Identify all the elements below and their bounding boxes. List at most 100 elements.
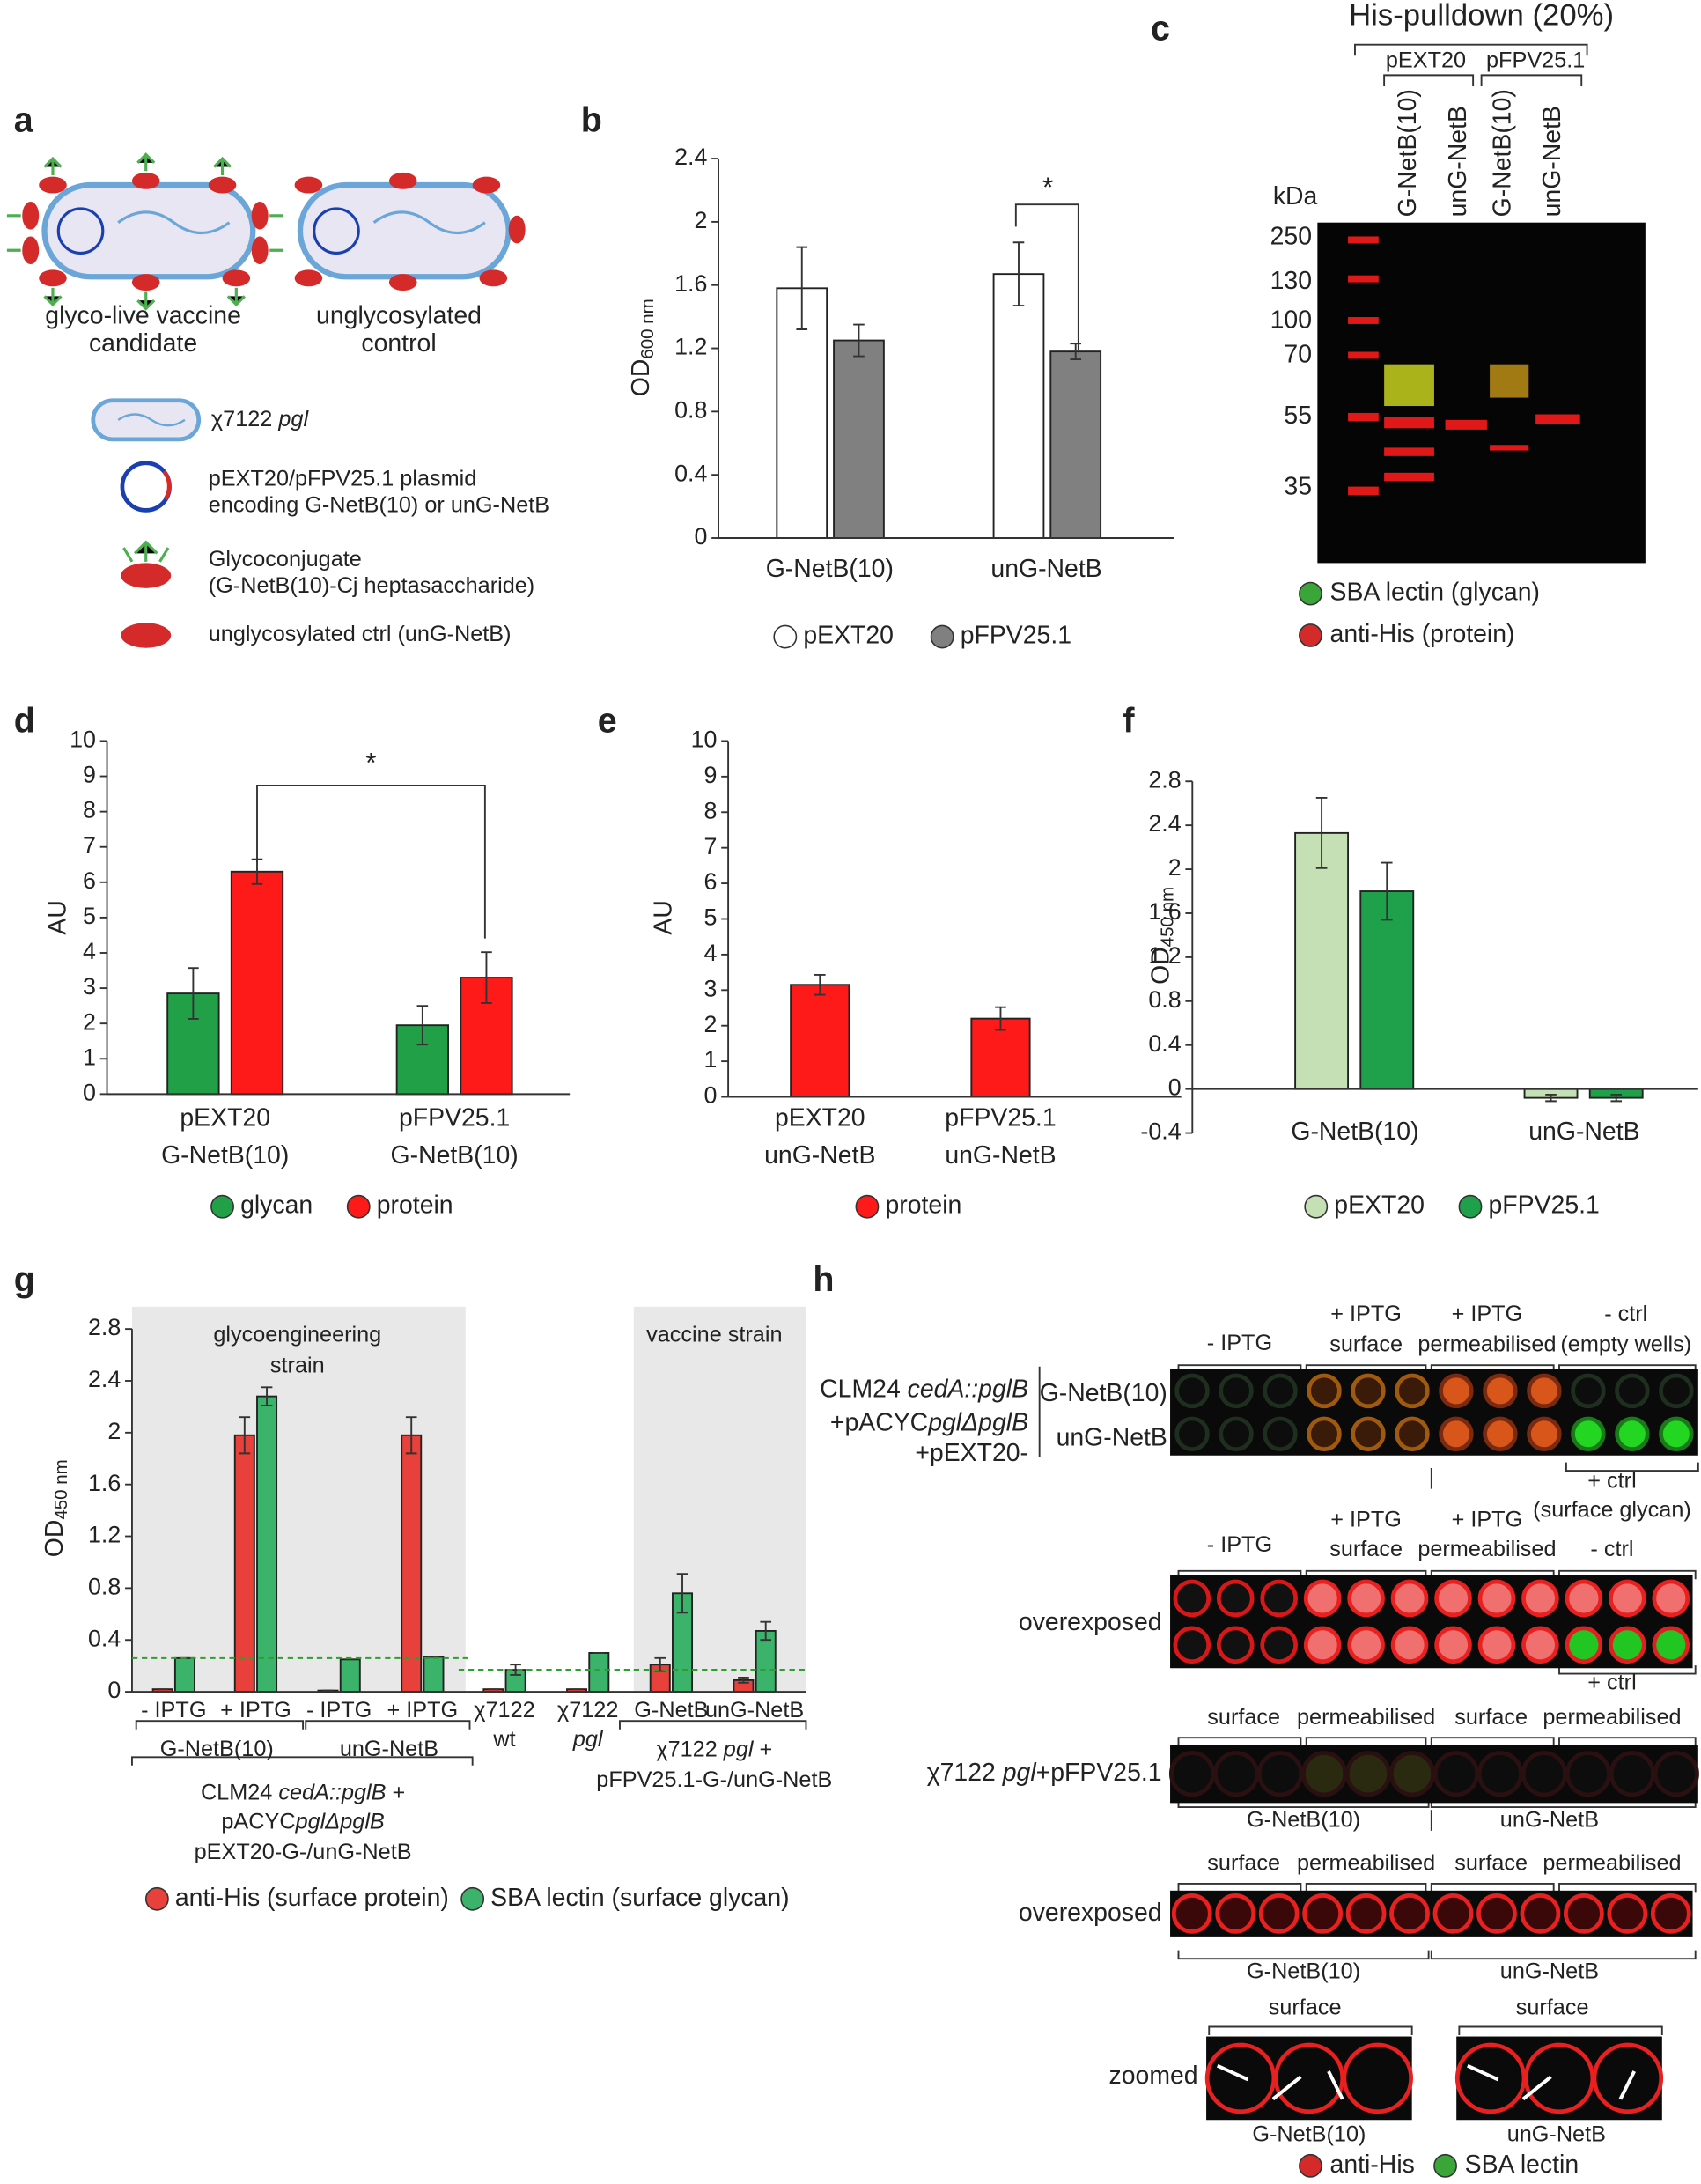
plate-label: permeabilised	[1418, 1332, 1556, 1357]
x-tick-label: wt	[492, 1727, 515, 1752]
y-tick-label: 1.6	[88, 1470, 121, 1496]
lane-label: G-NetB(10)	[1488, 89, 1516, 217]
well	[1432, 1893, 1474, 1934]
row-label: overexposed	[1019, 1608, 1162, 1636]
plate-label: unG-NetB	[1507, 2121, 1606, 2146]
y-tick-label: 0.4	[88, 1625, 121, 1651]
well	[1659, 1416, 1694, 1452]
well	[1303, 1626, 1342, 1664]
well	[1521, 1626, 1559, 1664]
legend-swatch	[1433, 2153, 1457, 2178]
bracket-label: pFPV25.1-G-/unG-NetB	[596, 1767, 832, 1792]
legend-text: anti-His	[1330, 2151, 1415, 2179]
error-bar	[796, 246, 808, 330]
well	[1571, 1373, 1606, 1409]
legend-swatch	[1299, 2153, 1322, 2178]
legend-text: pEXT20/pFPV25.1 plasmid	[209, 466, 477, 491]
x-tick-label: pFPV25.1	[399, 1103, 510, 1132]
y-tick-label: 2.8	[88, 1314, 121, 1340]
y-tick-label: 5	[83, 903, 96, 929]
bar	[256, 1395, 278, 1693]
x-tick-label: G-NetB	[634, 1698, 708, 1723]
plate-image	[1170, 1890, 1693, 1937]
x-tick-label: + IPTG	[220, 1698, 291, 1723]
region-label: vaccine strain	[646, 1323, 782, 1347]
blot-title: His-pulldown (20%)	[1349, 0, 1614, 32]
y-tick-label: 10	[70, 727, 96, 753]
y-tick-label: 0.8	[1148, 986, 1181, 1013]
y-axis-label-sub: 600 nm	[638, 299, 659, 358]
significance-bracket	[256, 785, 486, 939]
plate-label: permeabilised	[1543, 1705, 1681, 1730]
bar	[423, 1656, 445, 1693]
y-tick-label: 1.6	[674, 270, 707, 297]
row-label-part: +pEXT20-	[915, 1439, 1028, 1467]
marker-label: 55	[1284, 402, 1312, 430]
legend-text: (G-NetB(10)-Cj heptasaccharide)	[209, 573, 534, 598]
plate-label: permeabilised	[1418, 1537, 1556, 1561]
panel-label: e	[598, 701, 617, 740]
well	[1302, 1893, 1344, 1934]
plate-label: surface	[1207, 1705, 1280, 1730]
legend-text: unglycosylated ctrl (unG-NetB)	[209, 622, 512, 646]
row-label: +pEXT20-	[915, 1439, 1028, 1467]
cell-illustrations	[6, 152, 526, 648]
bracket-label-part: cedA::pglB	[278, 1780, 386, 1804]
well	[1174, 1373, 1210, 1409]
y-tick-label: 0	[107, 1677, 121, 1703]
bar	[401, 1434, 423, 1693]
plate-label: unG-NetB	[1500, 1959, 1599, 1984]
bar	[1049, 350, 1102, 539]
well	[1571, 1416, 1606, 1452]
error-bar	[481, 951, 492, 1004]
row-label: G-NetB(10)	[1040, 1379, 1167, 1407]
error-bar	[239, 1416, 251, 1455]
well	[1171, 1893, 1212, 1934]
y-tick-label: 8	[704, 797, 718, 823]
bracket-label: χ7122 pgl +	[656, 1737, 772, 1761]
bar	[833, 339, 885, 539]
x-tick-label: χ7122	[557, 1698, 618, 1723]
row-label-part: cedA::pglB	[908, 1375, 1028, 1403]
legend-text: protein	[885, 1192, 961, 1220]
well	[1439, 1373, 1474, 1409]
error-bar	[676, 1573, 688, 1614]
y-tick-label: 7	[83, 832, 96, 859]
legend-text: anti-His (protein)	[1330, 620, 1515, 648]
plate-label: + ctrl	[1587, 1670, 1636, 1694]
well	[1527, 1416, 1562, 1452]
y-tick-label: 1	[83, 1044, 96, 1070]
cell-caption: candidate	[89, 329, 197, 358]
plate-label: permeabilised	[1297, 1705, 1435, 1730]
x-tick-label: unG-NetB	[945, 1141, 1056, 1169]
y-tick-label: 3	[83, 973, 96, 1000]
y-tick-label: 0.8	[88, 1573, 121, 1599]
y-tick-label: 8	[83, 797, 96, 823]
row-label-part: pgl	[1002, 1759, 1037, 1787]
bracket-label-part: +	[754, 1737, 773, 1761]
y-tick-label: 2.8	[1148, 766, 1181, 793]
plate-label: G-NetB(10)	[1252, 2121, 1366, 2146]
well	[1565, 1751, 1611, 1797]
bracket-label-part: χ7122	[656, 1737, 723, 1761]
panel-label: a	[14, 100, 34, 139]
legend-text: encoding G-NetB(10) or unG-NetB	[209, 492, 549, 517]
bracket-label-part: pFPV25.1-G-/unG-NetB	[596, 1767, 832, 1792]
row-label: overexposed	[1019, 1899, 1162, 1927]
x-tick-label: χ7122	[474, 1698, 534, 1723]
bar	[173, 1656, 195, 1693]
well	[1204, 2042, 1277, 2114]
well	[1652, 1626, 1690, 1664]
plate-label: (empty wells)	[1560, 1332, 1691, 1357]
bracket-label-part: pEXT20-G-/unG-NetB	[195, 1840, 412, 1864]
legend-text: protein	[377, 1192, 453, 1220]
well	[1565, 1626, 1603, 1664]
well	[1344, 1751, 1392, 1797]
significance-bracket	[1014, 203, 1079, 350]
x-tick-label: G-NetB(10)	[766, 555, 894, 583]
legend-text: Glycoconjugate	[209, 547, 362, 572]
legend-text: SBA lectin (surface glycan)	[490, 1884, 789, 1912]
bracket-label-part: pACYC	[221, 1809, 295, 1834]
y-tick-label: 5	[704, 904, 718, 931]
